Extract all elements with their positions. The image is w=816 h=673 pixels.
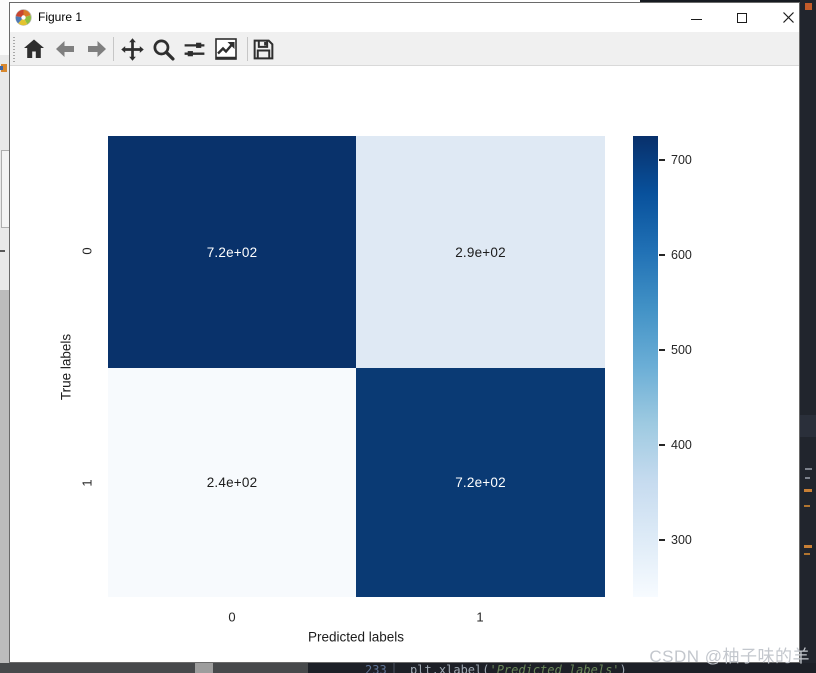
code-prefix: plt.xlabel( bbox=[410, 663, 490, 673]
toolbar-grip[interactable] bbox=[13, 37, 15, 62]
heatmap-cell-1-1: 7.2e+02 bbox=[356, 368, 605, 597]
cell-value-label: 7.2e+02 bbox=[455, 475, 506, 490]
colorbar-tick bbox=[659, 349, 665, 351]
home-icon bbox=[23, 39, 44, 58]
forward-arrow-icon bbox=[87, 41, 106, 57]
maximize-icon bbox=[737, 12, 747, 23]
editor-code-line: plt.xlabel('Predicted labels') bbox=[410, 663, 627, 673]
minimize-button[interactable] bbox=[682, 3, 710, 32]
scrollbar-error-mark bbox=[805, 3, 812, 10]
heatmap-cell-0-0: 7.2e+02 bbox=[108, 136, 356, 368]
colorbar-tick bbox=[659, 539, 665, 541]
background-left-window-sliver[interactable] bbox=[0, 0, 9, 673]
matplotlib-toolbar bbox=[10, 32, 799, 66]
x-axis-label: Predicted labels bbox=[307, 629, 405, 645]
pan-button[interactable] bbox=[119, 35, 146, 63]
left-sliver-white-area bbox=[0, 0, 9, 55]
cell-value-label: 7.2e+02 bbox=[206, 244, 258, 260]
background-editor-scrollbar-sliver[interactable] bbox=[800, 0, 816, 673]
close-button[interactable] bbox=[774, 3, 802, 32]
colorbar bbox=[633, 136, 658, 597]
colorbar-tick bbox=[659, 159, 665, 161]
cell-value-label: 2.4e+02 bbox=[206, 475, 258, 490]
save-floppy-icon bbox=[253, 39, 274, 59]
pan-move-icon bbox=[121, 37, 144, 61]
heatmap-cell-0-1: 2.9e+02 bbox=[356, 136, 605, 368]
code-string-literal: 'Predicted labels' bbox=[489, 663, 620, 673]
magnifier-icon bbox=[153, 38, 175, 61]
left-sliver-dash bbox=[0, 250, 5, 252]
colorbar-tick bbox=[659, 254, 665, 256]
zoom-button[interactable] bbox=[150, 35, 177, 63]
left-sliver-lower-area bbox=[0, 290, 9, 673]
editor-gutter-divider bbox=[393, 663, 395, 673]
y-tick-label-1: 1 bbox=[79, 479, 95, 487]
sliders-icon bbox=[184, 42, 205, 56]
scrollbar-warning-mark bbox=[804, 545, 812, 548]
colorbar-tick bbox=[659, 444, 665, 446]
background-taskbar-sliver[interactable] bbox=[0, 663, 308, 673]
left-sliver-panel bbox=[1, 150, 9, 228]
code-suffix: ) bbox=[619, 663, 627, 673]
editor-line-number: 233 bbox=[365, 663, 387, 673]
back-button[interactable] bbox=[51, 35, 78, 63]
forward-button[interactable] bbox=[83, 35, 110, 63]
scrollbar-mark bbox=[805, 477, 810, 479]
colorbar-tick-label: 600 bbox=[671, 248, 692, 262]
x-tick-label-0: 0 bbox=[228, 609, 236, 625]
toolbar-separator bbox=[247, 37, 248, 61]
taskbar-light-patch bbox=[195, 663, 213, 673]
heatmap-cell-1-0: 2.4e+02 bbox=[108, 368, 356, 597]
y-tick-label-0: 0 bbox=[79, 247, 95, 255]
scrollbar-warning-mark bbox=[804, 553, 810, 555]
colorbar-tick-label: 500 bbox=[671, 343, 692, 357]
background-code-editor-sliver[interactable]: 233 plt.xlabel('Predicted labels') bbox=[308, 663, 816, 673]
y-axis-label: True labels bbox=[58, 333, 74, 401]
title-bar[interactable]: Figure 1 bbox=[10, 3, 799, 32]
save-button[interactable] bbox=[250, 35, 277, 63]
left-sliver-icon bbox=[1, 64, 7, 72]
home-button[interactable] bbox=[20, 35, 47, 63]
edit-axes-button[interactable] bbox=[212, 35, 239, 63]
minimize-icon bbox=[690, 18, 702, 20]
csdn-watermark: CSDN @柚子味的羊 bbox=[649, 647, 810, 666]
back-arrow-icon bbox=[55, 41, 74, 57]
matplotlib-logo-icon bbox=[15, 9, 32, 26]
colorbar-tick-label: 400 bbox=[671, 438, 692, 452]
scrollbar-warning-mark bbox=[804, 505, 810, 507]
x-tick-label-1: 1 bbox=[476, 609, 484, 625]
scrollbar-warning-mark bbox=[804, 489, 812, 492]
close-icon bbox=[782, 12, 794, 23]
left-sliver-dot bbox=[0, 66, 3, 70]
window-title: Figure 1 bbox=[38, 10, 83, 24]
configure-subplots-button[interactable] bbox=[181, 35, 208, 63]
scrollbar-thumb[interactable] bbox=[800, 415, 816, 437]
toolbar-separator bbox=[113, 37, 114, 61]
colorbar-tick-label: 300 bbox=[671, 533, 692, 547]
maximize-button[interactable] bbox=[728, 3, 756, 32]
line-chart-icon bbox=[214, 38, 237, 60]
colorbar-tick-label: 700 bbox=[671, 153, 692, 167]
scrollbar-mark bbox=[805, 468, 812, 470]
cell-value-label: 2.9e+02 bbox=[455, 244, 506, 260]
background-top-editor-edge bbox=[640, 0, 816, 3]
